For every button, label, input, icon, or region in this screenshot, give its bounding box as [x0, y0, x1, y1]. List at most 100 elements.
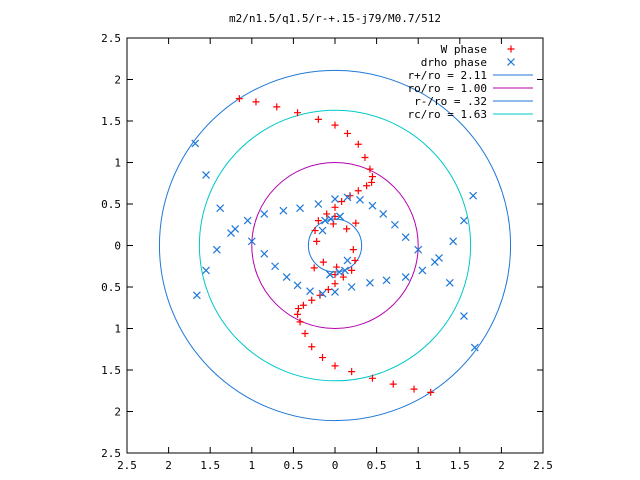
- w-phase-point: [349, 246, 357, 254]
- drho-phase-point: [212, 245, 221, 254]
- drho-phase-point: [314, 200, 323, 208]
- w-phase-point: [324, 285, 332, 293]
- y-tick-label: 2: [114, 406, 121, 419]
- drho-phase-point: [260, 249, 269, 258]
- drho-phase-point: [191, 139, 200, 148]
- drho-phase-point: [341, 266, 349, 275]
- w-phase-point: [338, 198, 346, 206]
- w-phase-point: [294, 310, 302, 318]
- w-phase-point: [410, 385, 418, 393]
- y-tick-label: 0: [114, 240, 121, 253]
- reference-circle: [198, 109, 472, 382]
- x-tick-label: 2: [498, 459, 505, 472]
- drho-phase-point: [326, 270, 334, 279]
- x-tick-label: 1.5: [200, 459, 220, 472]
- drho-phase-point: [382, 276, 391, 285]
- w-phase-point: [314, 217, 322, 225]
- drho-phase-point: [368, 201, 377, 210]
- drho-phase-point: [227, 229, 235, 237]
- w-phase-point: [308, 296, 316, 304]
- w-phase-point: [354, 187, 362, 195]
- w-phase-point: [368, 374, 376, 382]
- chart-title: m2/n1.5/q1.5/r-+.15-j79/M0.7/512: [229, 12, 441, 25]
- w-phase-point: [252, 98, 260, 106]
- drho-phase-point: [331, 288, 339, 296]
- w-phase-point: [319, 258, 327, 266]
- drho-phase-point: [470, 343, 479, 352]
- drho-phase-point: [192, 291, 201, 300]
- drho-phase-point: [321, 216, 329, 225]
- w-phase-point: [363, 182, 371, 190]
- y-tick-label: 0.5: [101, 198, 121, 211]
- drho-phase-point: [326, 215, 335, 223]
- y-tick-label: 1: [114, 323, 121, 336]
- w-phase-point: [343, 225, 351, 233]
- drho-phase-point: [318, 289, 327, 298]
- w-phase-point: [331, 203, 339, 211]
- drho-phase-point: [418, 266, 427, 275]
- drho-phase-point: [306, 287, 314, 296]
- w-phase-point: [323, 210, 331, 218]
- y-tick-label: 0.5: [101, 281, 121, 294]
- legend-label: r-/ro = .32: [414, 95, 487, 108]
- w-phase-point: [294, 109, 302, 117]
- w-phase-point: [351, 256, 359, 264]
- x-tick-label: 0.5: [283, 459, 303, 472]
- x-tick-label: 0.5: [367, 459, 387, 472]
- drho-phase-point: [293, 281, 302, 290]
- drho-phase-point: [343, 193, 352, 202]
- w-phase-point: [348, 266, 356, 274]
- w-phase-point: [313, 237, 321, 245]
- w-phase-point: [352, 219, 360, 227]
- x-tick-label: 1: [415, 459, 422, 472]
- y-tick-label: 1.5: [101, 115, 121, 128]
- drho-phase-point: [507, 58, 515, 66]
- w-phase-point: [294, 305, 302, 313]
- w-phase-point: [427, 388, 435, 396]
- w-phase-point: [339, 273, 347, 281]
- axis-ticks: 2.5 2 1.5 1 0.5 0 0.5 1 1.5 2 2.52.521.510.500.511…: [101, 32, 553, 472]
- w-phase-point: [235, 95, 243, 103]
- legend-label: ro/ro = 1.00: [408, 82, 487, 95]
- drho-phase-point: [243, 216, 252, 225]
- x-tick-label: 2.5: [117, 459, 137, 472]
- drho-phase-point: [449, 237, 458, 246]
- plot-area: [158, 69, 512, 422]
- drho-phase-point: [279, 206, 288, 215]
- drho-phase-point: [343, 256, 352, 265]
- x-tick-label: 2: [165, 459, 172, 472]
- w-phase-point: [507, 45, 515, 53]
- drho-phase-point: [460, 312, 468, 320]
- reference-circle: [307, 218, 363, 273]
- w-phase-point: [331, 121, 339, 129]
- drho-phase-point: [401, 233, 410, 242]
- drho-phase-point: [318, 226, 327, 235]
- drho-phase-point: [469, 191, 478, 200]
- w-phase-point: [314, 115, 322, 123]
- reference-circle: [251, 162, 419, 329]
- w-phase-point: [319, 354, 327, 362]
- drho-phase-point: [216, 204, 225, 213]
- drho-phase-point: [296, 204, 304, 213]
- drho-phase-point: [271, 262, 280, 271]
- drho-phase-point: [430, 258, 439, 267]
- drho-phase-point: [379, 210, 388, 218]
- drho-phase-point: [247, 237, 256, 246]
- drho-phase-point: [356, 195, 364, 204]
- drho-phase-point: [460, 216, 468, 225]
- x-tick-label: 1.5: [450, 459, 470, 472]
- x-tick-label: 2.5: [533, 459, 553, 472]
- w-phase-point: [348, 368, 356, 376]
- w-phase-point: [366, 165, 374, 173]
- w-phase-point: [354, 140, 362, 148]
- w-phase-point: [331, 362, 339, 370]
- drho-phase-point: [390, 220, 399, 229]
- x-tick-label: 0: [332, 459, 339, 472]
- drho-phase-point: [414, 245, 423, 254]
- w-phase-point: [308, 343, 316, 351]
- drho-phase-point: [335, 268, 344, 276]
- w-phase-point: [361, 154, 369, 162]
- drho-phase-point: [401, 273, 410, 281]
